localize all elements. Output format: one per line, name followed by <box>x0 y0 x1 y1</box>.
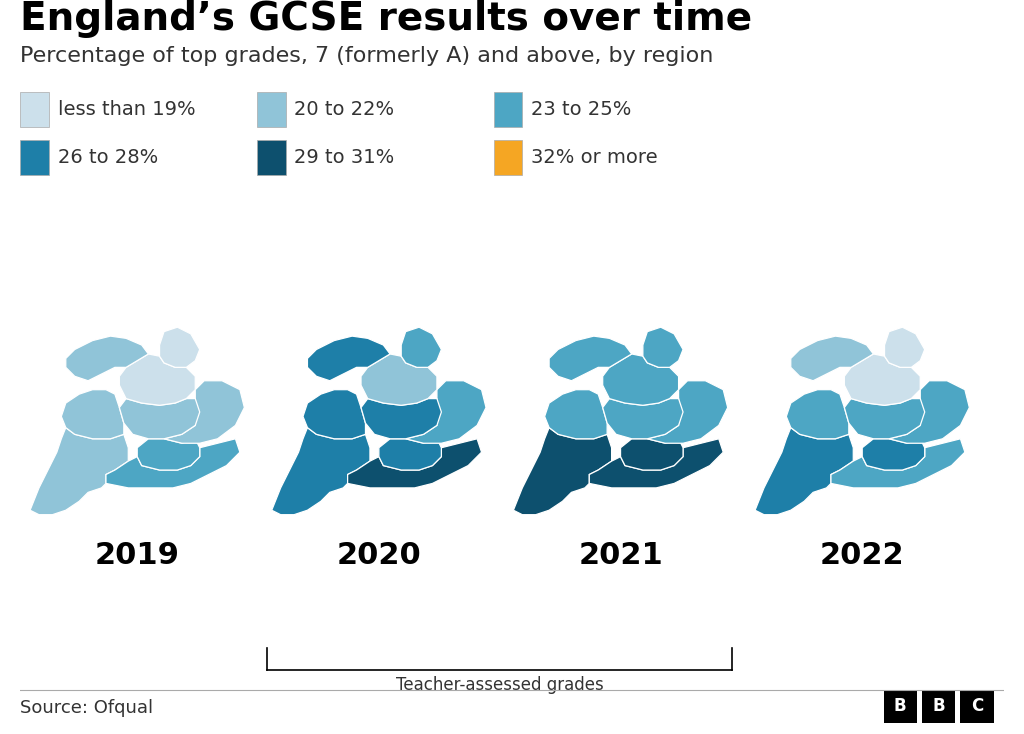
Polygon shape <box>160 327 200 367</box>
Polygon shape <box>830 439 965 488</box>
Text: B: B <box>932 697 945 716</box>
Polygon shape <box>30 428 128 515</box>
Polygon shape <box>603 354 679 405</box>
Polygon shape <box>791 336 873 381</box>
Polygon shape <box>406 381 486 443</box>
Polygon shape <box>603 399 683 439</box>
Text: 23 to 25%: 23 to 25% <box>530 100 631 119</box>
Polygon shape <box>66 336 148 381</box>
Polygon shape <box>845 399 925 439</box>
Polygon shape <box>643 327 683 367</box>
Bar <box>257 140 286 175</box>
Text: 2021: 2021 <box>579 541 663 570</box>
Polygon shape <box>303 390 366 439</box>
Bar <box>961 690 993 724</box>
Bar <box>494 92 522 126</box>
Polygon shape <box>513 428 611 515</box>
Text: C: C <box>971 697 983 716</box>
Polygon shape <box>120 354 196 405</box>
Text: 32% or more: 32% or more <box>530 148 657 167</box>
Polygon shape <box>647 381 728 443</box>
Text: 2022: 2022 <box>820 541 904 570</box>
Polygon shape <box>361 354 437 405</box>
Polygon shape <box>862 439 925 470</box>
Polygon shape <box>545 390 607 439</box>
Polygon shape <box>755 428 853 515</box>
Text: 20 to 22%: 20 to 22% <box>294 100 394 119</box>
Polygon shape <box>361 399 441 439</box>
Text: 26 to 28%: 26 to 28% <box>57 148 158 167</box>
Text: less than 19%: less than 19% <box>57 100 196 119</box>
Polygon shape <box>845 354 921 405</box>
Bar <box>884 690 918 724</box>
Polygon shape <box>401 327 441 367</box>
Bar <box>494 140 522 175</box>
Bar <box>257 92 286 126</box>
Polygon shape <box>120 399 200 439</box>
Polygon shape <box>885 327 925 367</box>
Polygon shape <box>271 428 370 515</box>
Polygon shape <box>379 439 441 470</box>
Polygon shape <box>307 336 390 381</box>
Polygon shape <box>549 336 632 381</box>
Bar <box>20 140 49 175</box>
Text: B: B <box>894 697 906 716</box>
Text: 29 to 31%: 29 to 31% <box>294 148 394 167</box>
Text: England’s GCSE results over time: England’s GCSE results over time <box>20 0 753 38</box>
Polygon shape <box>61 390 124 439</box>
Polygon shape <box>589 439 723 488</box>
Text: Source: Ofqual: Source: Ofqual <box>20 700 154 718</box>
Polygon shape <box>621 439 683 470</box>
Text: 2019: 2019 <box>94 541 180 570</box>
Polygon shape <box>164 381 245 443</box>
Bar <box>922 690 955 724</box>
Polygon shape <box>105 439 240 488</box>
Bar <box>20 92 49 126</box>
Text: Teacher-assessed grades: Teacher-assessed grades <box>396 676 603 694</box>
Text: 2020: 2020 <box>337 541 421 570</box>
Polygon shape <box>786 390 849 439</box>
Polygon shape <box>889 381 970 443</box>
Text: Percentage of top grades, 7 (formerly A) and above, by region: Percentage of top grades, 7 (formerly A)… <box>20 46 714 66</box>
Polygon shape <box>137 439 200 470</box>
Polygon shape <box>347 439 481 488</box>
